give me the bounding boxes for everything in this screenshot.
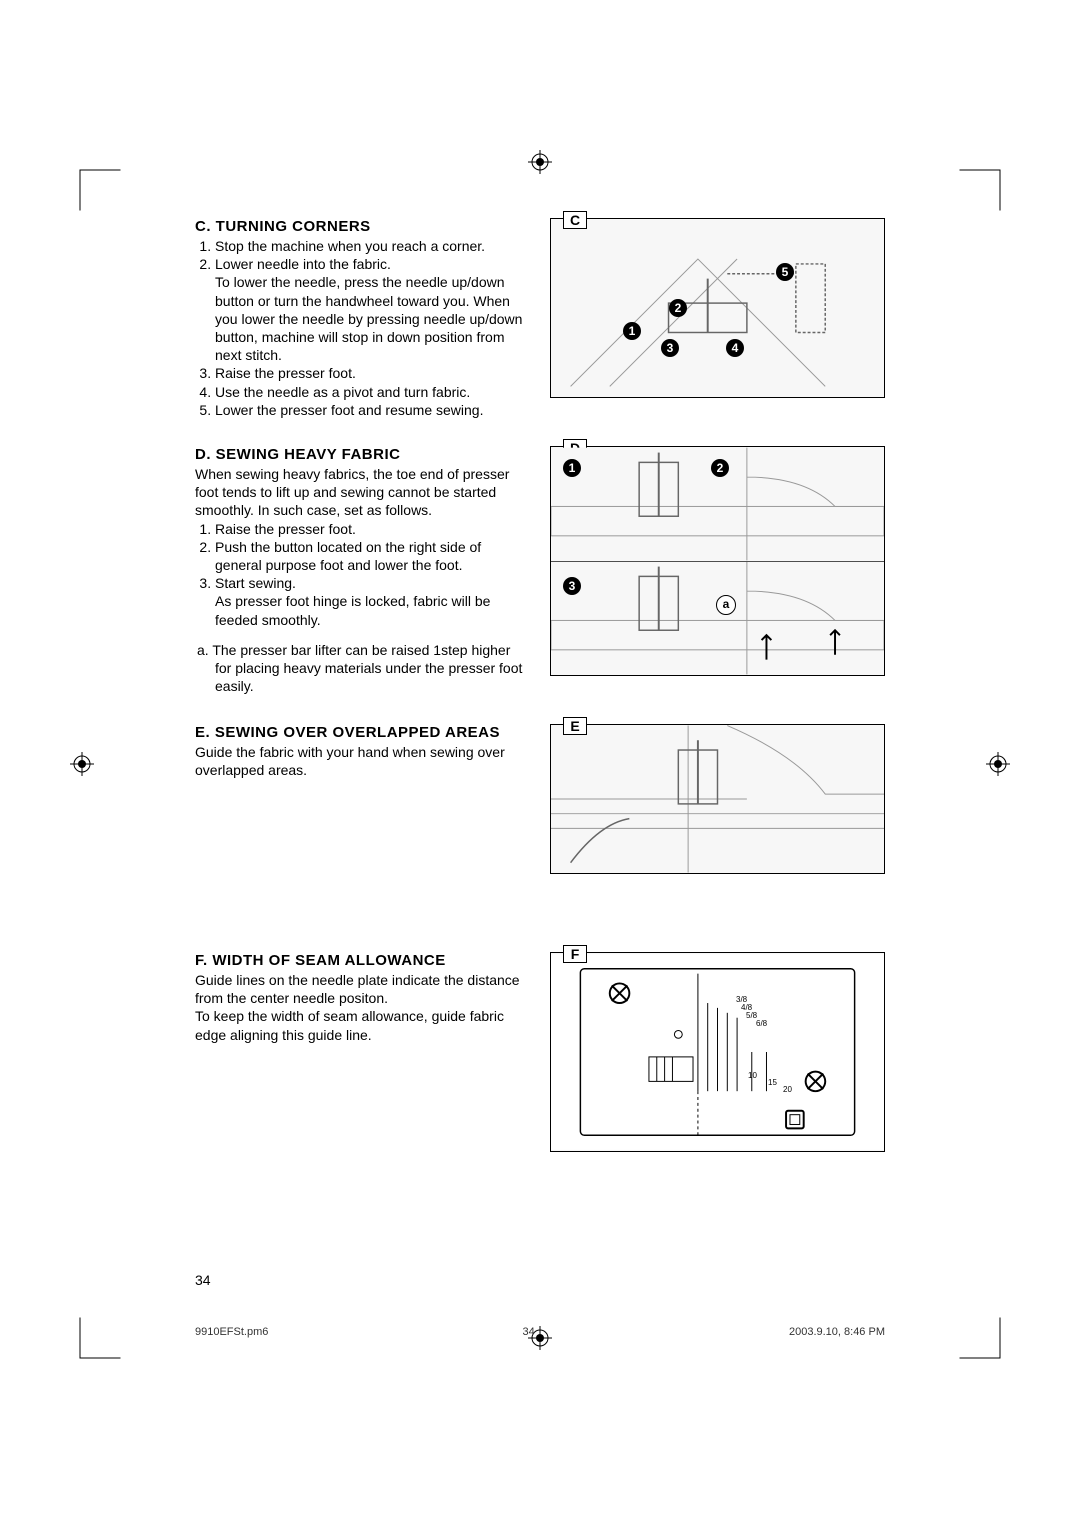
- figure-e-column: E: [550, 724, 885, 902]
- crop-mark: [960, 1318, 1001, 1359]
- figure-e: E: [550, 724, 885, 874]
- heading-f: F. WIDTH OF SEAM ALLOWANCE: [195, 952, 530, 969]
- callout-a: a: [716, 595, 736, 615]
- figure-f-column: F: [550, 952, 885, 1180]
- footer-timestamp: 2003.9.10, 8:46 PM: [789, 1326, 885, 1338]
- figure-label: C: [563, 211, 587, 229]
- manual-page: C. TURNING CORNERS Stop the machine when…: [0, 0, 1080, 1528]
- callout-1: 1: [623, 322, 641, 340]
- footer-page: 34: [523, 1326, 535, 1338]
- list-item: Lower the presser foot and resume sewing…: [215, 401, 530, 419]
- figure-placeholder-icon: [551, 953, 884, 1151]
- registration-mark-icon: [986, 752, 1010, 776]
- body-f: Guide lines on the needle plate indicate…: [195, 971, 530, 1044]
- figure-label: E: [563, 717, 587, 735]
- plate-label: 10: [748, 1071, 757, 1080]
- note-d: a. The presser bar lifter can be raised …: [195, 641, 530, 696]
- footer: 9910EFSt.pm6 34 2003.9.10, 8:46 PM: [195, 1326, 885, 1338]
- callout-1: 1: [563, 459, 581, 477]
- page-number: 34: [195, 1272, 211, 1288]
- list-item: Stop the machine when you reach a corner…: [215, 237, 530, 255]
- list-item: Lower needle into the fabric. To lower t…: [215, 255, 530, 364]
- figure-f: F: [550, 952, 885, 1152]
- registration-mark-icon: [70, 752, 94, 776]
- list-item: Raise the presser foot.: [215, 520, 530, 538]
- section-f: F. WIDTH OF SEAM ALLOWANCE Guide lines o…: [195, 952, 885, 1180]
- section-e-text: E. SEWING OVER OVERLAPPED AREAS Guide th…: [195, 724, 530, 902]
- list-item: Start sewing. As presser foot hinge is l…: [215, 574, 530, 629]
- figure-placeholder-icon: [551, 219, 884, 397]
- list-d: Raise the presser foot. Push the button …: [195, 520, 530, 629]
- registration-mark-icon: [528, 150, 552, 174]
- figure-d-column: D: [550, 446, 885, 704]
- callout-3: 3: [563, 577, 581, 595]
- callout-3: 3: [661, 339, 679, 357]
- figure-c-column: C 1 2 3: [550, 218, 885, 426]
- figure-placeholder-icon: [551, 725, 884, 873]
- callout-2: 2: [669, 299, 687, 317]
- section-e: E. SEWING OVER OVERLAPPED AREAS Guide th…: [195, 724, 885, 902]
- crop-mark: [80, 170, 121, 211]
- crop-mark: [960, 170, 1001, 211]
- heading-c: C. TURNING CORNERS: [195, 218, 530, 235]
- list-item: Push the button located on the right sid…: [215, 538, 530, 574]
- footer-filename: 9910EFSt.pm6: [195, 1326, 268, 1338]
- content-area: C. TURNING CORNERS Stop the machine when…: [195, 218, 885, 1248]
- intro-d: When sewing heavy fabrics, the toe end o…: [195, 465, 530, 520]
- section-f-text: F. WIDTH OF SEAM ALLOWANCE Guide lines o…: [195, 952, 530, 1180]
- figure-label: F: [563, 945, 587, 963]
- heading-d: D. SEWING HEAVY FABRIC: [195, 446, 530, 463]
- figure-d: D: [550, 446, 885, 676]
- figure-c: C 1 2 3: [550, 218, 885, 398]
- section-d: D. SEWING HEAVY FABRIC When sewing heavy…: [195, 446, 885, 704]
- plate-label: 15: [768, 1078, 777, 1087]
- list-item: Use the needle as a pivot and turn fabri…: [215, 383, 530, 401]
- plate-label: 20: [783, 1085, 792, 1094]
- list-item: Raise the presser foot.: [215, 364, 530, 382]
- heading-e: E. SEWING OVER OVERLAPPED AREAS: [195, 724, 530, 741]
- callout-4: 4: [726, 339, 744, 357]
- list-c: Stop the machine when you reach a corner…: [195, 237, 530, 419]
- section-c: C. TURNING CORNERS Stop the machine when…: [195, 218, 885, 426]
- section-c-text: C. TURNING CORNERS Stop the machine when…: [195, 218, 530, 426]
- figure-placeholder-icon: [551, 561, 884, 675]
- section-d-text: D. SEWING HEAVY FABRIC When sewing heavy…: [195, 446, 530, 704]
- plate-label: 6/8: [756, 1019, 767, 1028]
- body-e: Guide the fabric with your hand when sew…: [195, 743, 530, 779]
- crop-mark: [80, 1318, 121, 1359]
- callout-2: 2: [711, 459, 729, 477]
- callout-5: 5: [776, 263, 794, 281]
